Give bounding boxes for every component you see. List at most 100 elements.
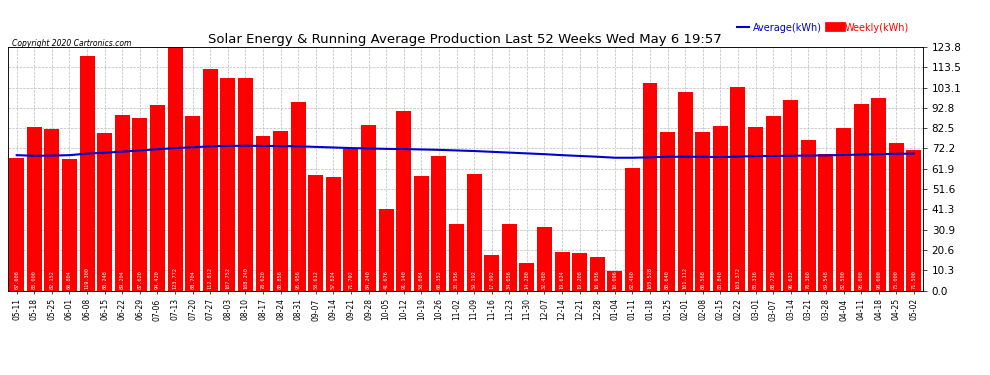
Text: 58.084: 58.084: [419, 270, 424, 289]
Bar: [221, 78, 236, 291]
Text: 76.360: 76.360: [806, 270, 811, 289]
Bar: [238, 78, 252, 291]
Text: 80.640: 80.640: [665, 270, 670, 289]
Bar: [660, 132, 675, 291]
Bar: [484, 255, 499, 291]
Text: 62.460: 62.460: [630, 270, 635, 289]
Text: 98.000: 98.000: [876, 270, 881, 289]
Bar: [45, 129, 59, 291]
Bar: [572, 253, 587, 291]
Text: 101.112: 101.112: [683, 267, 688, 289]
Text: Copyright 2020 Cartronics.com: Copyright 2020 Cartronics.com: [12, 39, 132, 48]
Bar: [731, 87, 745, 291]
Bar: [185, 116, 200, 291]
Bar: [590, 257, 605, 291]
Text: 82.152: 82.152: [50, 270, 54, 289]
Text: 16.936: 16.936: [595, 270, 600, 289]
Text: 107.752: 107.752: [226, 267, 231, 289]
Bar: [537, 226, 552, 291]
Bar: [326, 177, 341, 291]
Text: 34.056: 34.056: [507, 270, 512, 289]
Text: 82.500: 82.500: [842, 270, 846, 289]
Text: 10.096: 10.096: [613, 270, 618, 289]
Bar: [853, 104, 868, 291]
Text: 19.208: 19.208: [577, 270, 582, 289]
Bar: [115, 115, 130, 291]
Text: 84.240: 84.240: [366, 270, 371, 289]
Bar: [291, 102, 306, 291]
Text: 59.192: 59.192: [471, 270, 476, 289]
Bar: [27, 127, 42, 291]
Text: 14.280: 14.280: [525, 270, 530, 289]
Bar: [678, 92, 693, 291]
Bar: [625, 168, 640, 291]
Text: 41.676: 41.676: [384, 270, 389, 289]
Legend: Average(kWh), Weekly(kWh): Average(kWh), Weekly(kWh): [734, 19, 913, 37]
Text: 80.568: 80.568: [700, 270, 705, 289]
Bar: [871, 98, 886, 291]
Bar: [378, 209, 394, 291]
Text: 58.612: 58.612: [313, 270, 318, 289]
Bar: [273, 131, 288, 291]
Text: 105.528: 105.528: [647, 267, 652, 289]
Bar: [432, 156, 446, 291]
Text: 88.720: 88.720: [770, 270, 775, 289]
Text: 17.992: 17.992: [489, 270, 494, 289]
Bar: [449, 224, 464, 291]
Bar: [97, 133, 112, 291]
Bar: [783, 100, 798, 291]
Bar: [695, 132, 710, 291]
Text: 89.204: 89.204: [120, 270, 125, 289]
Bar: [466, 174, 481, 291]
Bar: [748, 127, 763, 291]
Bar: [203, 69, 218, 291]
Text: 112.812: 112.812: [208, 267, 213, 289]
Bar: [396, 111, 411, 291]
Text: 96.632: 96.632: [788, 270, 793, 289]
Text: 71.500: 71.500: [912, 270, 917, 289]
Text: 32.480: 32.480: [542, 270, 546, 289]
Bar: [9, 158, 24, 291]
Bar: [62, 159, 77, 291]
Text: 83.840: 83.840: [718, 270, 723, 289]
Text: 83.316: 83.316: [753, 270, 758, 289]
Text: 123.772: 123.772: [172, 267, 177, 289]
Text: 75.000: 75.000: [894, 270, 899, 289]
Text: 71.792: 71.792: [348, 270, 353, 289]
Text: 78.620: 78.620: [260, 270, 265, 289]
Text: 119.300: 119.300: [84, 267, 89, 289]
Text: 66.804: 66.804: [67, 270, 72, 289]
Bar: [133, 118, 148, 291]
Bar: [344, 149, 358, 291]
Bar: [889, 143, 904, 291]
Text: 69.548: 69.548: [824, 270, 829, 289]
Title: Solar Energy & Running Average Production Last 52 Weeks Wed May 6 19:57: Solar Energy & Running Average Productio…: [209, 33, 722, 46]
Bar: [765, 116, 781, 291]
Text: 57.824: 57.824: [331, 270, 336, 289]
Text: 67.608: 67.608: [14, 270, 19, 289]
Text: 80.248: 80.248: [102, 270, 107, 289]
Bar: [167, 47, 182, 291]
Bar: [520, 262, 535, 291]
Bar: [643, 83, 657, 291]
Bar: [907, 150, 922, 291]
Text: 91.140: 91.140: [401, 270, 406, 289]
Text: 95.956: 95.956: [296, 270, 301, 289]
Bar: [308, 175, 324, 291]
Bar: [149, 105, 165, 291]
Text: 33.956: 33.956: [454, 270, 459, 289]
Bar: [361, 125, 376, 291]
Text: 80.856: 80.856: [278, 270, 283, 289]
Bar: [502, 224, 517, 291]
Bar: [607, 271, 623, 291]
Text: 94.420: 94.420: [155, 270, 160, 289]
Text: 88.704: 88.704: [190, 270, 195, 289]
Text: 108.240: 108.240: [243, 267, 248, 289]
Text: 87.620: 87.620: [138, 270, 143, 289]
Bar: [255, 136, 270, 291]
Text: 68.352: 68.352: [437, 270, 442, 289]
Bar: [819, 154, 834, 291]
Text: 103.372: 103.372: [736, 267, 741, 289]
Text: 19.624: 19.624: [559, 270, 564, 289]
Text: 95.000: 95.000: [858, 270, 863, 289]
